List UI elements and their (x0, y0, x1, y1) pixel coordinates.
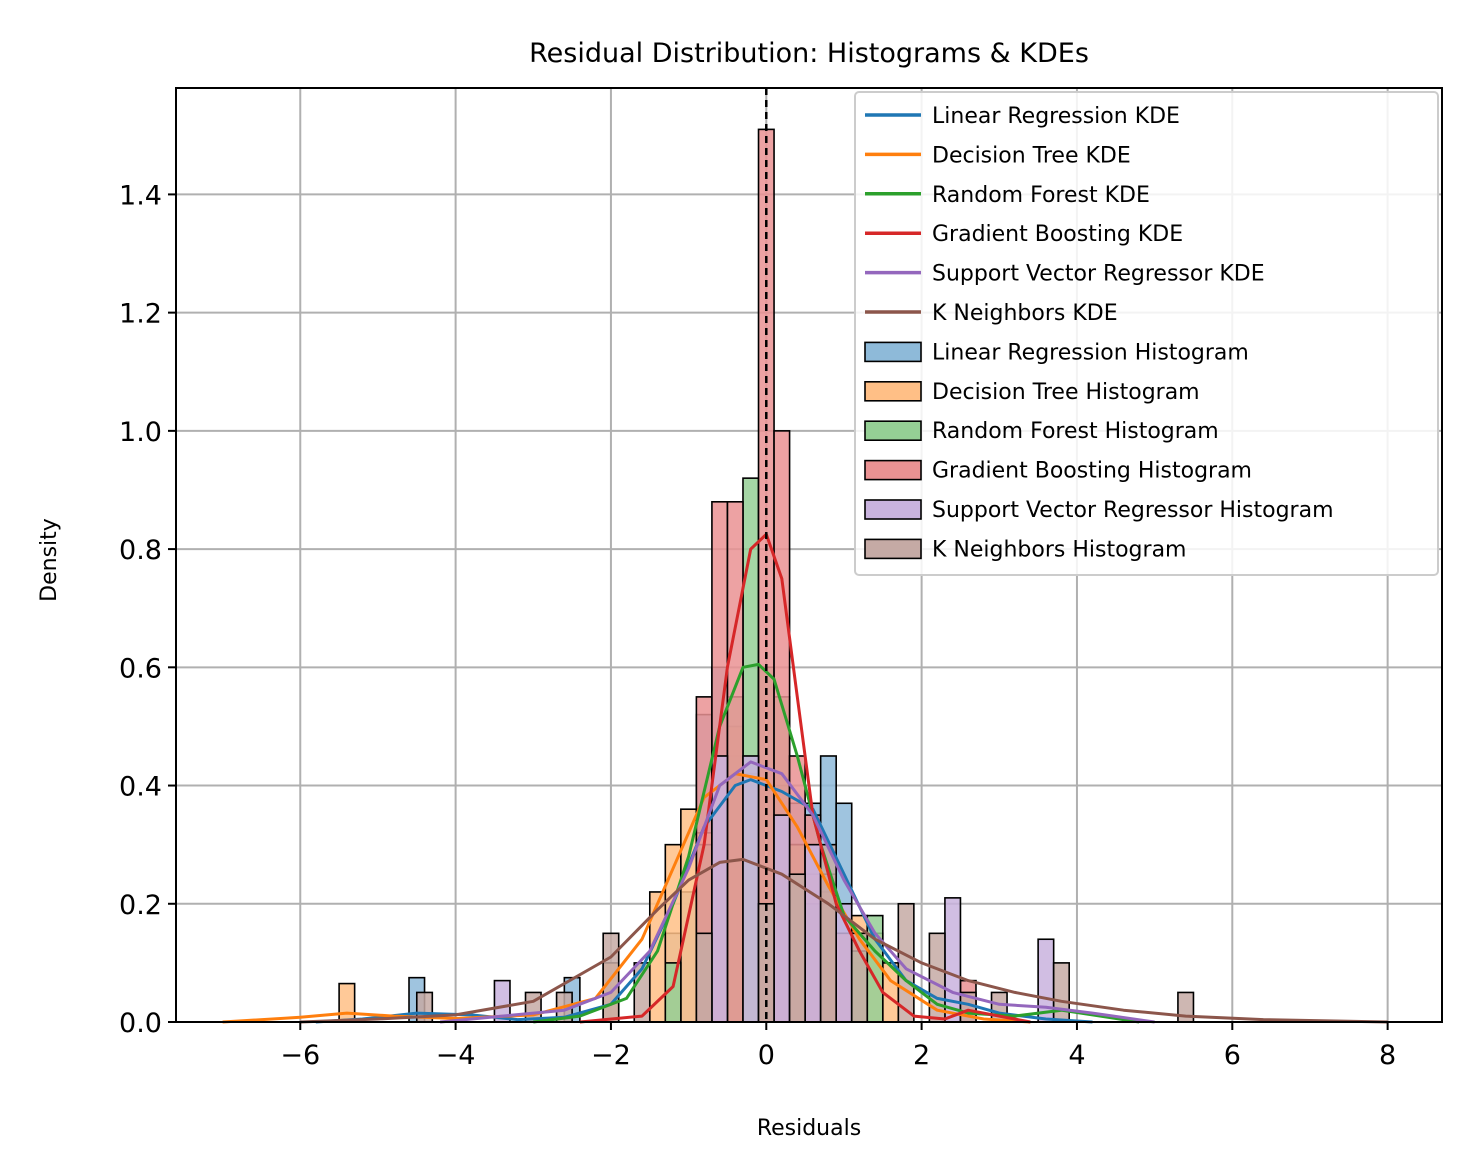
legend-kde-label: Gradient Boosting KDE (932, 222, 1183, 247)
x-tick-label: 6 (1224, 1040, 1241, 1071)
legend-hist-label: Gradient Boosting Histogram (932, 459, 1252, 484)
kde-curve (533, 662, 1140, 1024)
plot-area-frame (175, 87, 1443, 1023)
legend-hist-label: Decision Tree Histogram (932, 380, 1200, 405)
histogram-bar (338, 982, 356, 1023)
chart-title: Residual Distribution: Histograms & KDEs (529, 38, 1089, 69)
x-tick-label: 2 (913, 1040, 930, 1071)
x-tick-label: 0 (758, 1040, 775, 1071)
kde-curve (300, 857, 1388, 1024)
kde-curves (222, 532, 1388, 1024)
y-tick-label: 0.0 (119, 1008, 162, 1039)
histogram-bar (1052, 962, 1070, 1023)
kde-curve (439, 760, 1155, 1024)
x-tick-label: −2 (591, 1040, 631, 1071)
x-tick-label: 8 (1379, 1040, 1396, 1071)
legend-kde-label: Linear Regression KDE (932, 104, 1180, 129)
legend-kde-label: Decision Tree KDE (932, 143, 1131, 168)
y-tick-label: 1.4 (119, 180, 162, 211)
histogram-bar (695, 932, 713, 1023)
legend-hist-swatch (864, 499, 922, 520)
y-tick-label: 0.2 (119, 890, 162, 921)
y-tick-label: 1.2 (119, 299, 162, 330)
x-tick-label: −4 (436, 1040, 476, 1071)
histogram-bar (773, 814, 791, 1023)
histogram-bar (757, 128, 775, 1023)
x-tick-label: 4 (1068, 1040, 1085, 1071)
y-axis-ticks: 0.0 0.2 0.4 0.6 0.8 1.0 1.2 1.4 (119, 180, 176, 1039)
y-tick-label: 1.0 (119, 417, 162, 448)
legend-hist-label: Linear Regression Histogram (932, 340, 1249, 365)
legend-hist-swatch (864, 341, 922, 363)
histogram-bar (742, 755, 760, 1023)
histogram-bar (633, 962, 651, 1023)
x-axis-label: Residuals (757, 1116, 861, 1141)
y-tick-label: 0.6 (119, 653, 162, 684)
histogram-bar (788, 873, 806, 1023)
histogram-bar (804, 843, 822, 1023)
legend-kde-label: Support Vector Regressor KDE (932, 262, 1265, 287)
kde-curve (579, 532, 1031, 1024)
legend-hist-label: K Neighbors Histogram (932, 537, 1186, 562)
legend-hist-swatch (864, 459, 922, 481)
legend-hist-label: Random Forest Histogram (932, 419, 1219, 444)
legend-hist-swatch (864, 538, 922, 560)
histogram-bar (1037, 938, 1055, 1023)
x-tick-label: −6 (280, 1040, 320, 1071)
legend-hist-swatch (864, 420, 922, 442)
legend-hist-swatch (864, 380, 922, 402)
y-tick-label: 0.8 (119, 535, 162, 566)
legend-kde-label: Random Forest KDE (932, 183, 1150, 208)
legend-box (854, 91, 1439, 576)
y-axis-label: Density (37, 518, 62, 602)
y-tick-label: 0.4 (119, 772, 162, 803)
legend: Linear Regression KDE Decision Tree KDE Ra… (854, 91, 1439, 576)
histogram-bar (726, 500, 744, 1023)
x-axis-ticks: −6 −4 −2 0 2 4 6 8 (280, 1022, 1396, 1071)
legend-hist-label: Support Vector Regressor Histogram (932, 498, 1334, 523)
legend-kde-label: K Neighbors KDE (932, 301, 1118, 326)
